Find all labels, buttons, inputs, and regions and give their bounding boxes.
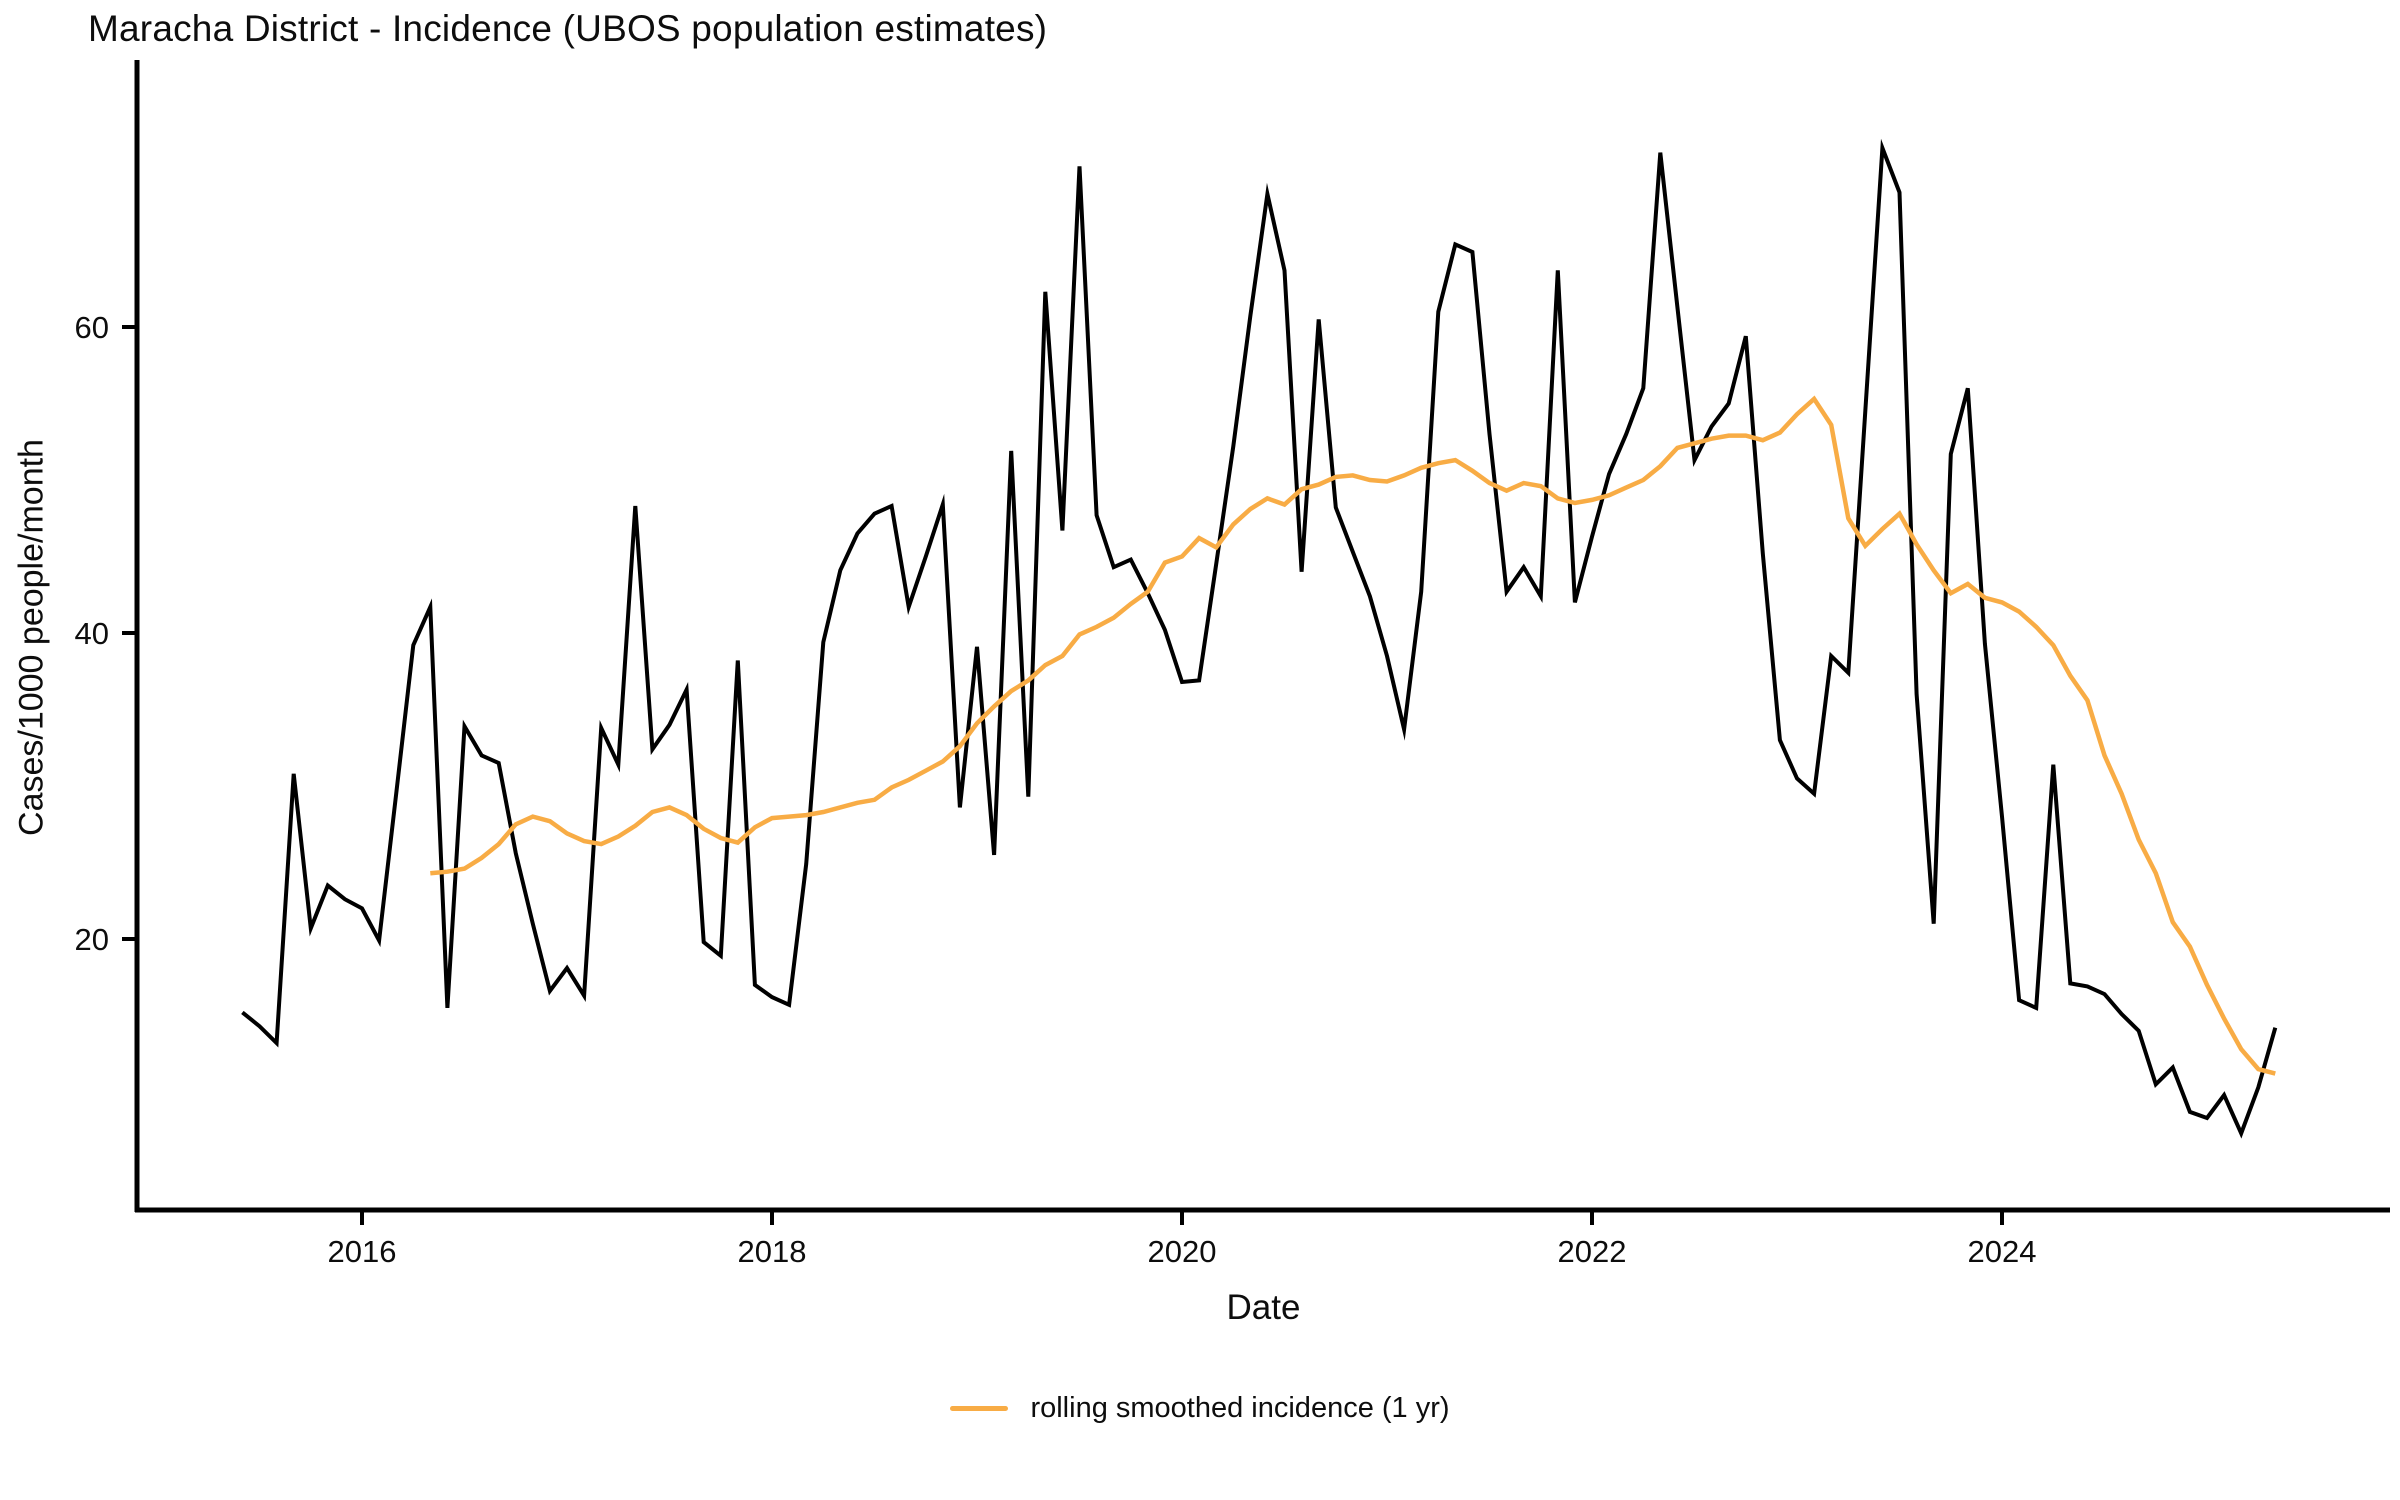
x-tick-label: 2022: [1558, 1234, 1627, 1269]
y-tick-label: 40: [75, 616, 109, 651]
x-tick-label: 2018: [738, 1234, 807, 1269]
x-axis-title: Date: [1226, 1288, 1301, 1327]
y-tick-label: 60: [75, 310, 109, 345]
x-tick-label: 2020: [1148, 1234, 1217, 1269]
legend-label: rolling smoothed incidence (1 yr): [1030, 1392, 1450, 1424]
smoothed-line: [430, 395, 2276, 1076]
incidence-line: [241, 138, 2278, 1139]
y-tick-label: 20: [75, 922, 109, 957]
x-tick-label: 2016: [328, 1234, 397, 1269]
legend: rolling smoothed incidence (1 yr): [0, 1392, 2400, 1425]
smoothed-line-swatch-icon: [950, 1406, 1009, 1411]
x-tick-label: 2024: [1968, 1234, 2037, 1269]
legend-item: rolling smoothed incidence (1 yr): [950, 1392, 1450, 1425]
chart-title: Maracha District - Incidence (UBOS popul…: [88, 8, 1048, 49]
